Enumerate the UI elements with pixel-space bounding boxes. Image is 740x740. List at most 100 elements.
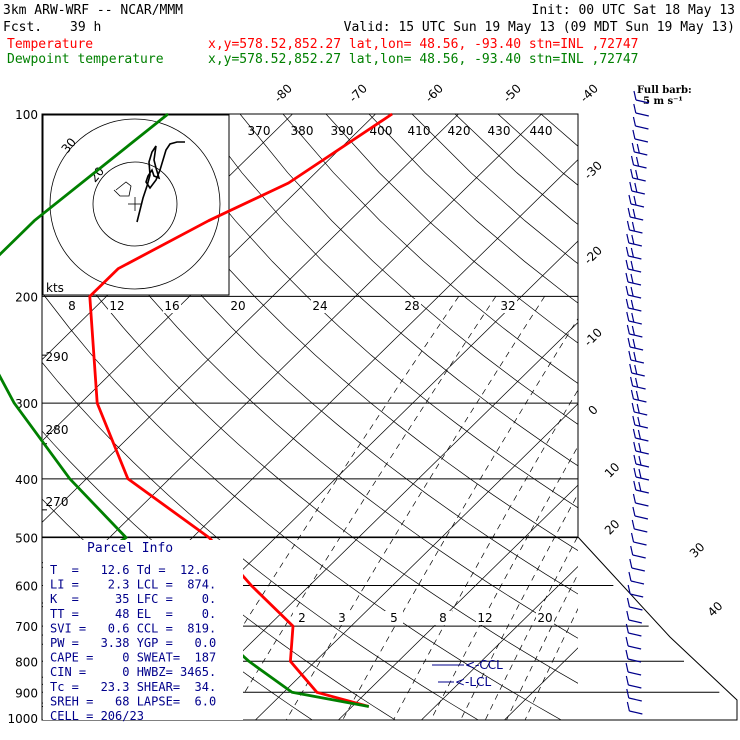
pressure-tick-label: 600 bbox=[15, 580, 38, 594]
mixing-ratio-label-bg bbox=[536, 611, 554, 625]
wind-barb bbox=[629, 606, 643, 611]
theta-label: 430 bbox=[488, 124, 511, 138]
wind-barb-flag bbox=[631, 402, 635, 413]
mixing-ratio-line bbox=[524, 608, 578, 720]
wind-barb bbox=[628, 320, 642, 325]
pressure-tick-label: 400 bbox=[15, 473, 38, 487]
wind-barb-flag bbox=[625, 636, 629, 647]
parcel-info-row: SREH = 68 LAPSE= 6.0 bbox=[50, 694, 216, 708]
barb-key-line1: Full barb: bbox=[637, 85, 692, 96]
isotherm-line bbox=[42, 114, 542, 605]
hodograph-trace bbox=[136, 141, 185, 223]
parcel-info-row: LI = 2.3 LCL = 874. bbox=[50, 578, 216, 592]
parcel-info-row: PW = 3.38 YGP = 0.0 bbox=[50, 636, 216, 650]
wind-barb-flag bbox=[625, 298, 629, 309]
wind-barb-flag bbox=[625, 259, 629, 270]
mixing-ratio-label: 2 bbox=[298, 611, 306, 625]
wind-barb bbox=[635, 476, 650, 481]
wind-barb-flag bbox=[625, 675, 629, 686]
parcel-info-title: Parcel Info bbox=[87, 541, 173, 556]
wind-barb-flag bbox=[635, 390, 640, 401]
wind-barb-flag bbox=[630, 168, 634, 179]
wind-barb-flag bbox=[637, 416, 641, 427]
theta-label: 410 bbox=[408, 124, 431, 138]
wind-barb-flag bbox=[638, 455, 642, 466]
thermo-grid bbox=[42, 114, 740, 733]
wind-barb bbox=[629, 229, 643, 234]
wind-barb bbox=[632, 554, 646, 559]
wind-barb-flag bbox=[635, 169, 639, 180]
wind-barb-flag bbox=[633, 195, 637, 206]
wind-barb bbox=[634, 138, 649, 143]
wind-barb bbox=[627, 671, 642, 676]
mixing-ratio-line bbox=[506, 573, 578, 720]
mixing-ratio-label: 20 bbox=[537, 611, 552, 625]
mixing-ratio-line bbox=[430, 445, 578, 720]
wind-barb-flag bbox=[630, 545, 634, 556]
wind-barb-flag bbox=[636, 403, 640, 414]
pressure-tick-label: 200 bbox=[15, 290, 38, 304]
mixing-ratio-label: 12 bbox=[109, 299, 124, 313]
wind-barb-flag bbox=[626, 688, 630, 699]
wind-barb bbox=[634, 151, 648, 156]
wind-barb bbox=[627, 294, 642, 299]
wind-barb bbox=[628, 619, 642, 624]
dry-adiabat bbox=[282, 114, 578, 384]
isotherm-label: 0 bbox=[586, 403, 601, 418]
mixing-ratio-label: 28 bbox=[404, 299, 419, 313]
wind-barb-flag bbox=[633, 441, 637, 452]
dry-adiabat bbox=[584, 114, 740, 733]
mixing-ratio-line bbox=[285, 296, 545, 720]
parcel-info-bg bbox=[43, 540, 243, 720]
wind-barb-flag bbox=[632, 116, 637, 127]
isotherm-label: -20 bbox=[581, 243, 605, 267]
dry-adiabat bbox=[42, 291, 563, 720]
mixing-ratio-line bbox=[484, 535, 578, 720]
wind-barb-flag bbox=[627, 337, 631, 348]
isotherm-label: 30 bbox=[687, 540, 708, 561]
wind-barb bbox=[630, 216, 644, 221]
dry-adiabat bbox=[153, 114, 578, 509]
pressure-tick-label: 800 bbox=[15, 655, 38, 669]
mixing-ratio-label-bg bbox=[108, 299, 126, 313]
theta-label: 280 bbox=[46, 423, 69, 437]
wind-barb bbox=[632, 177, 646, 182]
wind-barb-flag bbox=[629, 181, 633, 192]
wind-barb-flag bbox=[630, 273, 634, 284]
wind-barb-flag bbox=[626, 597, 631, 608]
temperature-profile bbox=[88, 112, 393, 708]
wind-barb bbox=[629, 346, 644, 351]
wind-barb bbox=[635, 112, 649, 117]
wind-barb-flag bbox=[632, 506, 636, 517]
dry-adiabat bbox=[196, 114, 578, 467]
wind-barb-flag bbox=[629, 558, 633, 569]
dry-adiabat bbox=[540, 114, 578, 147]
wind-barb bbox=[629, 333, 643, 338]
wind-barb bbox=[627, 281, 642, 286]
wind-barbs bbox=[625, 90, 650, 715]
mixing-ratio-line bbox=[227, 296, 497, 720]
wind-barb-flag bbox=[627, 207, 631, 218]
wind-barb bbox=[630, 580, 645, 585]
isotherm-line bbox=[574, 114, 740, 733]
theta-label: 290 bbox=[46, 350, 69, 364]
ccl-label: <-CCL bbox=[465, 658, 503, 672]
isotherm-line bbox=[503, 647, 578, 720]
wind-barb bbox=[635, 99, 650, 104]
wind-barb bbox=[633, 541, 647, 546]
mixing-ratio-label-bg bbox=[229, 299, 247, 313]
wind-barb bbox=[632, 385, 646, 390]
wind-barb-flag bbox=[631, 325, 635, 336]
wind-barb bbox=[635, 450, 649, 455]
mixing-ratio-label: 8 bbox=[439, 611, 447, 625]
mixing-ratio-label: 16 bbox=[164, 299, 179, 313]
wind-barb-flag bbox=[634, 182, 638, 193]
theta-label: 420 bbox=[448, 124, 471, 138]
lcl-label: <-LCL bbox=[455, 675, 491, 689]
theta-label: 400 bbox=[370, 124, 393, 138]
isotherm-label: -40 bbox=[577, 81, 601, 105]
mixing-ratio-label-bg bbox=[499, 299, 517, 313]
wind-barb-flag bbox=[626, 610, 630, 621]
parcel-info-row: CAPE = 0 SWEAT= 187 bbox=[50, 651, 216, 665]
isotherm-label: -50 bbox=[500, 81, 524, 105]
